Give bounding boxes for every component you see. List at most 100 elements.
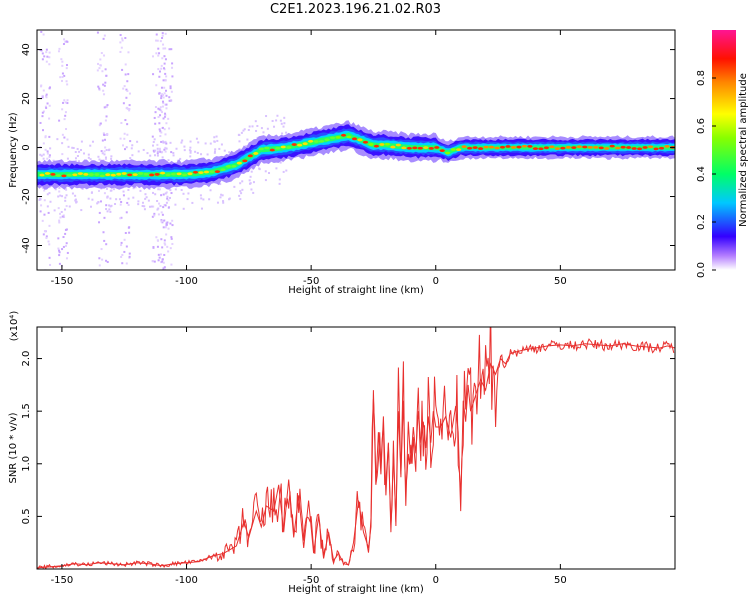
noise-speck	[128, 109, 131, 112]
ridge-peak	[412, 146, 418, 150]
noise-speck	[59, 76, 62, 79]
noise-speck	[64, 101, 67, 104]
noise-speck	[170, 192, 173, 195]
noise-speck	[126, 201, 129, 204]
noise-speck	[83, 152, 86, 155]
noise-speck	[123, 85, 126, 88]
noise-speck	[44, 135, 47, 138]
noise-speck	[127, 203, 130, 206]
noise-speck	[127, 197, 130, 200]
noise-speck	[66, 157, 69, 160]
noise-speck	[98, 158, 101, 161]
noise-speck	[58, 47, 61, 50]
noise-speck	[171, 224, 174, 227]
noise-speck	[39, 197, 42, 200]
noise-speck	[60, 210, 63, 213]
noise-speck	[158, 188, 161, 191]
noise-speck	[105, 204, 108, 207]
noise-speck	[251, 125, 254, 128]
noise-speck	[165, 94, 168, 97]
noise-speck	[64, 199, 67, 202]
noise-speck	[183, 149, 186, 152]
noise-speck	[152, 140, 155, 143]
noise-speck	[120, 121, 123, 124]
ridge-peak	[642, 146, 648, 149]
ridge-peak	[297, 143, 303, 147]
ridge-peak	[94, 173, 100, 176]
noise-speck	[45, 236, 48, 239]
noise-speck	[153, 214, 156, 217]
snr-line	[37, 343, 675, 569]
noise-speck	[65, 128, 68, 131]
noise-speck	[99, 122, 102, 125]
noise-speck	[254, 120, 257, 123]
ridge-peak	[66, 173, 72, 177]
noise-speck	[120, 255, 123, 258]
noise-speck	[285, 169, 288, 172]
noise-speck	[68, 205, 71, 208]
noise-speck	[57, 50, 60, 53]
noise-speck	[161, 105, 164, 108]
noise-speck	[152, 149, 155, 152]
noise-speck	[127, 51, 130, 54]
noise-speck	[109, 210, 112, 213]
noise-speck	[220, 143, 223, 146]
noise-speck	[283, 116, 286, 119]
ridge-peak	[340, 133, 347, 137]
colorbar-scale	[712, 30, 736, 270]
noise-speck	[216, 139, 219, 142]
noise-speck	[137, 150, 140, 153]
noise-speck	[151, 55, 154, 58]
noise-speck	[242, 129, 245, 132]
noise-speck	[124, 232, 127, 235]
noise-speck	[179, 157, 182, 160]
noise-speck	[119, 203, 122, 206]
noise-speck	[64, 208, 67, 211]
noise-speck	[90, 191, 93, 194]
noise-speck	[248, 182, 251, 185]
noise-speck	[44, 105, 47, 108]
ridge-peak	[264, 146, 270, 150]
ridge-peak	[55, 174, 62, 177]
noise-speck	[157, 207, 160, 210]
ridge-peak	[658, 146, 665, 150]
noise-speck	[160, 220, 163, 223]
ridge-peak	[269, 148, 275, 152]
noise-speck	[166, 195, 169, 198]
noise-speck	[62, 43, 65, 46]
noise-speck	[158, 122, 161, 125]
noise-speck	[219, 183, 222, 186]
noise-speck	[160, 111, 163, 114]
noise-speck	[66, 138, 69, 141]
snr-ytick-label: 0.5	[21, 508, 32, 524]
noise-speck	[171, 242, 174, 245]
noise-speck	[97, 189, 100, 192]
noise-speck	[187, 192, 190, 195]
noise-speck	[126, 123, 129, 126]
noise-speck	[63, 136, 66, 139]
spectrogram-ytick-label: 0	[21, 144, 32, 150]
ridge-peak	[77, 172, 83, 175]
noise-speck	[152, 205, 155, 208]
noise-speck	[80, 148, 83, 151]
ridge-peak	[335, 135, 341, 139]
noise-speck	[99, 58, 102, 61]
noise-speck	[42, 187, 45, 190]
ridge-peak	[286, 145, 292, 149]
noise-speck	[105, 149, 108, 152]
noise-speck	[120, 216, 123, 219]
noise-speck	[64, 187, 67, 190]
noise-speck	[189, 151, 192, 154]
ridge-peak	[390, 145, 396, 149]
noise-speck	[103, 133, 106, 136]
noise-speck	[112, 188, 115, 191]
noise-speck	[154, 106, 157, 109]
noise-speck	[220, 193, 223, 196]
noise-speck	[48, 224, 51, 227]
noise-speck	[41, 95, 44, 98]
noise-speck	[58, 254, 61, 257]
noise-speck	[128, 231, 131, 234]
ridge-peak	[138, 172, 144, 175]
noise-speck	[119, 34, 122, 37]
noise-speck	[164, 78, 167, 81]
